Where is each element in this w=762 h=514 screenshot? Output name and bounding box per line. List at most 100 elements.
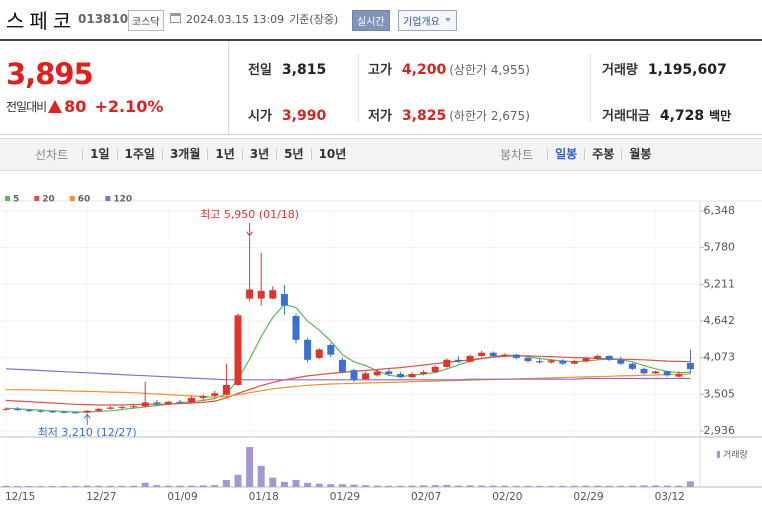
volume-bar: [2, 485, 10, 487]
candle-body: [48, 411, 56, 413]
volume-bar: [141, 482, 149, 487]
volume-bar: [83, 485, 91, 487]
candle-body: [25, 410, 33, 412]
volume-bar: [350, 484, 358, 487]
period-tab[interactable]: 1년: [207, 148, 241, 160]
candle-body: [234, 315, 242, 385]
candle-body: [153, 402, 161, 404]
candle-body: [130, 406, 138, 408]
x-tick-label: 01/29: [330, 491, 360, 503]
price-box: 3,895 전일대비 80 +2.10%: [0, 41, 229, 134]
candle-body: [628, 363, 636, 369]
candle-body: [605, 355, 613, 360]
candle-body: [512, 354, 520, 358]
candle-body: [14, 408, 22, 411]
y-tick-label: 4,642: [704, 314, 736, 327]
candle-body: [350, 370, 358, 380]
volume-bar: [338, 484, 346, 487]
period-tab[interactable]: 3개월: [161, 148, 207, 160]
stat-label: 고가: [368, 63, 392, 78]
candle-body: [420, 372, 428, 375]
candle-body: [396, 374, 404, 378]
period-tab[interactable]: 3년: [241, 148, 276, 160]
candle-body: [2, 408, 10, 410]
candle-body: [582, 358, 590, 362]
annotation-arrowhead: [246, 231, 253, 237]
volume-bar: [373, 485, 381, 487]
candle-body: [524, 357, 532, 362]
period-tab[interactable]: 10년: [310, 148, 354, 160]
volume-bar: [501, 485, 509, 487]
stat-label: 저가: [368, 109, 392, 124]
tab-group-label[interactable]: 봉차트: [500, 148, 534, 162]
volume-bar: [536, 485, 544, 487]
company-button[interactable]: 기업개요: [398, 10, 457, 31]
candle-tab[interactable]: 일봉: [547, 148, 584, 160]
chart-tabs: 선차트 1일 1주일 3개월 1년 3년 5년 10년 봉차트 일봉 주봉 월봉: [0, 138, 762, 171]
candle-body: [246, 289, 254, 299]
stat-note: 백만: [709, 109, 732, 123]
volume-bar: [652, 485, 660, 487]
separator: [590, 55, 591, 121]
volume-bar: [95, 485, 103, 487]
legend-swatch: [105, 196, 111, 201]
volume-bar: [408, 485, 416, 487]
ma-line: [5, 368, 691, 381]
candle-body: [60, 412, 68, 414]
volume-bar: [478, 485, 486, 487]
candle-body: [37, 410, 45, 412]
stat-value: 3,825: [401, 108, 447, 124]
volume-bar: [269, 477, 277, 487]
period-tab[interactable]: 1일: [82, 148, 116, 160]
up-triangle: [48, 100, 63, 113]
volume-bar: [512, 485, 520, 487]
stat-value: 4,728: [659, 108, 705, 124]
candle-body: [95, 408, 103, 411]
candle-tabs: 봉차트 일봉 주봉 월봉: [500, 139, 658, 170]
candle-body: [652, 371, 660, 374]
stat-item: 저가 3,825 (하한가 2,675): [368, 105, 530, 124]
ma-line: [5, 373, 691, 398]
legend-label: 5: [13, 195, 19, 205]
candle-body: [640, 368, 648, 374]
candle-body: [385, 371, 393, 375]
period-tab[interactable]: 1주일: [116, 148, 162, 160]
candle-body: [269, 290, 277, 299]
candle-body: [431, 366, 439, 373]
candle-body: [489, 352, 497, 356]
stat-item: 전일 3,815: [248, 59, 326, 78]
y-tick-label: 4,073: [704, 351, 736, 364]
realtime-button[interactable]: 실시간: [352, 10, 390, 31]
volume-bar: [292, 479, 300, 487]
candle-body: [106, 407, 114, 409]
period-tab[interactable]: 5년: [276, 148, 310, 160]
volume-bar: [454, 485, 462, 487]
volume-bar: [222, 479, 230, 487]
x-tick-label: 01/18: [249, 491, 279, 503]
high-annotation: 최고 5,950 (01/18): [200, 208, 299, 221]
stat-label: 거래량: [602, 63, 638, 78]
stat-item: 거래량 1,195,607: [602, 59, 727, 78]
change-label: 전일대비: [6, 100, 47, 114]
stat-label: 전일: [248, 63, 272, 78]
y-tick-label: 6,348: [704, 204, 736, 217]
candle-body: [315, 349, 323, 358]
volume-bar: [106, 485, 114, 487]
candle-tab[interactable]: 월봉: [621, 148, 658, 160]
candle-body: [164, 401, 172, 404]
candle-body: [141, 402, 149, 407]
volume-bar: [489, 485, 497, 487]
volume-bar: [605, 485, 613, 487]
volume-bar: [396, 485, 404, 487]
candle-body: [570, 361, 578, 364]
candle-body: [663, 371, 671, 376]
calendar-icon: [170, 13, 181, 23]
x-tick-label: 01/09: [167, 491, 197, 503]
volume-bar: [524, 485, 532, 487]
tab-group-label[interactable]: 선차트: [35, 148, 69, 162]
volume-bar: [640, 485, 648, 487]
candle-body: [443, 359, 451, 367]
y-tick-label: 5,211: [704, 277, 736, 290]
candle-tab[interactable]: 주봉: [584, 148, 621, 160]
candle-body: [362, 373, 370, 380]
